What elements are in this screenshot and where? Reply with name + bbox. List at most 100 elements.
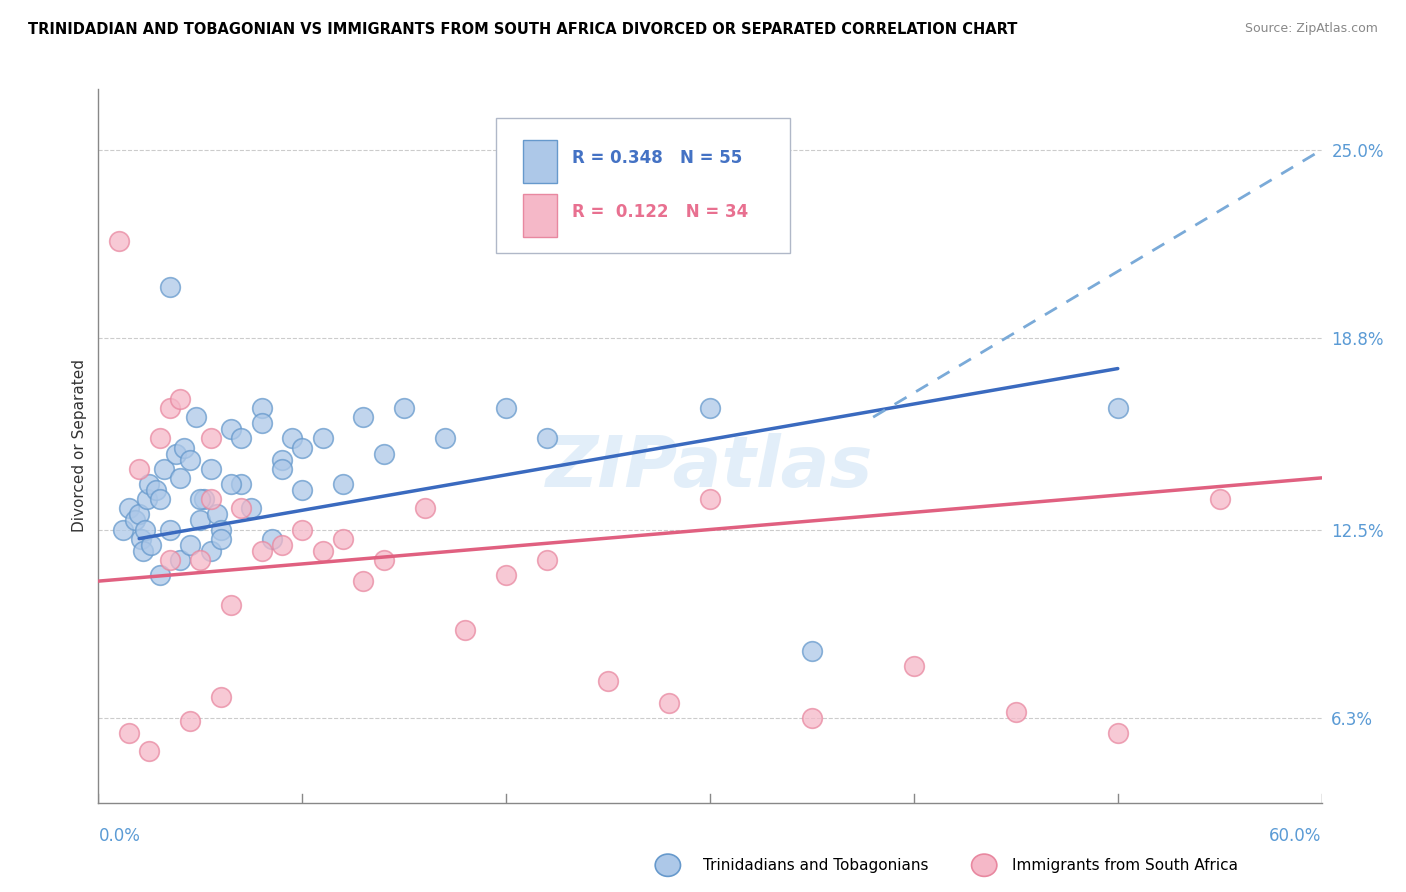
Point: [159, 401, 181, 415]
Point: [179, 538, 201, 552]
Point: [373, 553, 395, 567]
Point: [149, 568, 172, 582]
Point: [332, 532, 354, 546]
Point: [169, 471, 191, 485]
Point: [188, 492, 212, 507]
Point: [270, 462, 294, 476]
Point: [536, 431, 558, 445]
Point: [312, 543, 335, 558]
Point: [1004, 705, 1026, 719]
FancyBboxPatch shape: [523, 194, 557, 237]
Point: [124, 513, 146, 527]
Point: [200, 492, 222, 507]
Text: 60.0%: 60.0%: [1270, 827, 1322, 845]
Point: [200, 543, 222, 558]
Y-axis label: Divorced or Separated: Divorced or Separated: [72, 359, 87, 533]
Point: [118, 726, 141, 740]
Point: [270, 538, 294, 552]
Point: [159, 523, 181, 537]
Point: [433, 431, 456, 445]
Point: [193, 492, 215, 507]
Point: [658, 696, 681, 710]
Point: [250, 401, 273, 415]
Point: [231, 477, 253, 491]
Point: [352, 574, 374, 588]
Point: [291, 483, 314, 497]
Point: [240, 501, 263, 516]
Point: [1208, 492, 1232, 507]
Point: [118, 501, 141, 516]
Point: [128, 462, 150, 476]
Point: [260, 532, 283, 546]
Point: [352, 410, 374, 425]
Point: [209, 690, 232, 704]
Point: [536, 553, 558, 567]
Point: [209, 532, 232, 546]
Point: [179, 714, 201, 728]
Point: [149, 492, 172, 507]
Point: [108, 234, 131, 248]
Point: [495, 568, 517, 582]
Point: [169, 553, 191, 567]
Point: [699, 401, 721, 415]
Text: R =  0.122   N = 34: R = 0.122 N = 34: [572, 203, 748, 221]
Point: [291, 523, 314, 537]
Point: [291, 441, 314, 455]
Point: [152, 462, 174, 476]
Point: [129, 532, 152, 546]
Point: [281, 431, 304, 445]
Point: [801, 644, 824, 658]
Text: TRINIDADIAN AND TOBAGONIAN VS IMMIGRANTS FROM SOUTH AFRICA DIVORCED OR SEPARATED: TRINIDADIAN AND TOBAGONIAN VS IMMIGRANTS…: [28, 22, 1018, 37]
Point: [454, 623, 477, 637]
Point: [699, 492, 721, 507]
Point: [801, 711, 824, 725]
Text: ZIPatlas: ZIPatlas: [547, 433, 873, 502]
FancyBboxPatch shape: [523, 140, 557, 183]
Point: [128, 508, 150, 522]
Point: [200, 431, 222, 445]
Point: [159, 553, 181, 567]
Point: [250, 543, 273, 558]
Point: [270, 452, 294, 467]
Point: [179, 452, 201, 467]
Point: [219, 422, 242, 436]
Point: [134, 523, 156, 537]
Text: R = 0.348   N = 55: R = 0.348 N = 55: [572, 149, 742, 167]
Point: [188, 513, 212, 527]
Point: [169, 392, 191, 406]
Point: [145, 483, 167, 497]
FancyBboxPatch shape: [496, 118, 790, 253]
Point: [392, 401, 416, 415]
Point: [250, 416, 273, 430]
Point: [903, 659, 925, 673]
Point: [200, 462, 222, 476]
Point: [209, 523, 232, 537]
Point: [138, 744, 160, 758]
Point: [165, 447, 187, 461]
Point: [138, 477, 160, 491]
Text: 0.0%: 0.0%: [98, 827, 141, 845]
Point: [205, 508, 228, 522]
Text: Trinidadians and Tobagonians: Trinidadians and Tobagonians: [703, 858, 928, 872]
Point: [1107, 726, 1129, 740]
Point: [312, 431, 335, 445]
Point: [596, 674, 619, 689]
Text: Immigrants from South Africa: Immigrants from South Africa: [1012, 858, 1239, 872]
Point: [132, 543, 155, 558]
Point: [373, 447, 395, 461]
Point: [231, 501, 253, 516]
Point: [149, 431, 172, 445]
Text: Source: ZipAtlas.com: Source: ZipAtlas.com: [1244, 22, 1378, 36]
Point: [186, 410, 208, 425]
Point: [111, 523, 134, 537]
Point: [136, 492, 159, 507]
Point: [495, 401, 517, 415]
Point: [173, 441, 195, 455]
Point: [332, 477, 354, 491]
Point: [219, 477, 242, 491]
Point: [413, 501, 436, 516]
Point: [159, 279, 181, 293]
Point: [231, 431, 253, 445]
Point: [219, 599, 242, 613]
Point: [141, 538, 163, 552]
